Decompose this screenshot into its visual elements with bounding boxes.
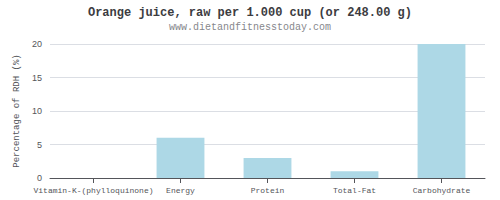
svg-text:20: 20	[32, 39, 42, 49]
svg-text:5: 5	[37, 140, 42, 150]
svg-text:Orange juice, raw per 1.000 cu: Orange juice, raw per 1.000 cup (or 248.…	[88, 6, 412, 20]
svg-text:Carbohydrate: Carbohydrate	[413, 186, 471, 195]
svg-text:Vitamin-K-(phylloquinone): Vitamin-K-(phylloquinone)	[33, 186, 153, 195]
svg-text:Energy: Energy	[166, 186, 195, 195]
svg-text:Total-Fat: Total-Fat	[333, 186, 376, 195]
svg-text:0: 0	[37, 173, 42, 183]
svg-text:Protein: Protein	[251, 186, 285, 195]
svg-text:10: 10	[32, 106, 42, 116]
svg-text:www.dietandfitnesstoday.com: www.dietandfitnesstoday.com	[169, 22, 331, 33]
svg-text:15: 15	[32, 73, 42, 83]
svg-text:Percentage of RDH (%): Percentage of RDH (%)	[12, 54, 22, 167]
